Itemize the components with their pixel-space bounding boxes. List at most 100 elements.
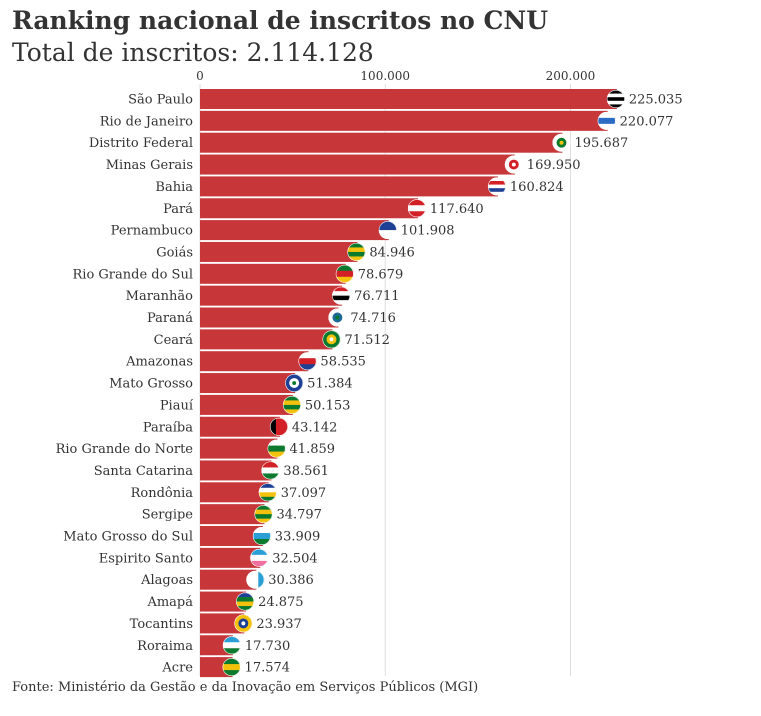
bar	[200, 482, 269, 503]
flag-icon	[285, 374, 304, 393]
page-title: Ranking nacional de inscritos no CNU	[12, 6, 549, 35]
flag-icon	[335, 264, 354, 283]
flag-icon	[487, 177, 506, 196]
value-label: 51.384	[307, 377, 353, 392]
bar	[200, 460, 272, 481]
bar	[200, 220, 389, 241]
value-label: 78.679	[358, 267, 404, 282]
flag-icon	[606, 90, 625, 108]
bar	[200, 89, 617, 109]
value-label: 58.535	[320, 355, 366, 370]
flag-icon	[222, 636, 241, 655]
flag-icon	[378, 221, 397, 240]
category-label: Mato Grosso do Sul	[63, 530, 193, 545]
category-label: Acre	[161, 661, 193, 676]
category-label: Amazonas	[125, 355, 193, 370]
bar	[200, 307, 339, 328]
bar	[200, 569, 257, 590]
value-label: 195.687	[574, 136, 628, 151]
flag-icon	[267, 439, 286, 458]
value-label: 169.950	[527, 158, 581, 173]
value-label: 30.386	[268, 573, 314, 588]
bar	[200, 198, 418, 219]
value-label: 84.946	[369, 245, 415, 260]
flag-icon	[236, 592, 255, 611]
value-label: 71.512	[344, 333, 390, 348]
value-label: 17.730	[245, 639, 291, 654]
bar-layer	[200, 89, 617, 678]
bar	[200, 132, 563, 153]
bar	[200, 176, 498, 197]
flag-icon	[258, 483, 277, 502]
bar	[200, 394, 293, 415]
x-tick-label: 100.000	[360, 69, 410, 83]
category-label: Rio Grande do Norte	[56, 442, 194, 457]
category-label: Ceará	[154, 333, 194, 348]
category-label: Pernambuco	[111, 224, 193, 239]
bar	[200, 504, 265, 525]
category-label: Goiás	[156, 245, 193, 260]
bar	[200, 416, 280, 437]
x-tick-label: 0	[196, 69, 204, 83]
category-label: Paraná	[147, 311, 193, 326]
flag-icon	[347, 242, 366, 261]
page-subtitle: Total de inscritos: 2.114.128	[12, 38, 374, 67]
flag-icon	[282, 395, 301, 414]
category-label: Distrito Federal	[89, 136, 193, 151]
category-label: Pará	[163, 202, 193, 217]
flag-icon	[597, 111, 616, 130]
category-label: Espirito Santo	[99, 551, 193, 566]
value-label: 43.142	[292, 420, 338, 435]
value-label: 38.561	[283, 464, 329, 479]
flag-icon	[261, 461, 280, 480]
value-label: 117.640	[430, 202, 484, 217]
bar	[200, 351, 309, 372]
value-label: 160.824	[510, 180, 564, 195]
value-label: 24.875	[258, 595, 304, 610]
category-label: Maranhão	[126, 289, 194, 304]
value-label: 101.908	[401, 224, 455, 239]
flag-icon	[234, 614, 253, 633]
category-label: Bahia	[155, 180, 193, 195]
bar	[200, 154, 515, 175]
x-tick-label: 200.000	[546, 69, 596, 83]
label-layer: 0 100.000 200.000 São Paulo 225.035 Rio de Ja…	[56, 69, 683, 677]
bar	[200, 285, 343, 306]
category-label: Rondônia	[131, 486, 194, 501]
category-label: Santa Catarina	[94, 464, 194, 479]
bar	[200, 241, 358, 262]
bar	[200, 591, 247, 612]
category-label: Paraíba	[143, 420, 193, 435]
value-label: 41.859	[290, 442, 336, 457]
category-label: Mato Grosso	[109, 377, 193, 392]
bar	[200, 373, 296, 394]
flag-icon	[328, 308, 347, 327]
flag-icon	[254, 505, 273, 524]
value-label: 34.797	[276, 508, 322, 523]
category-label: Amapá	[146, 595, 193, 610]
flag-icon	[552, 133, 571, 152]
category-label: Roraima	[137, 639, 193, 654]
flag-icon	[332, 286, 351, 305]
flag-icon	[322, 330, 341, 349]
value-label: 74.716	[350, 311, 396, 326]
flag-icon	[222, 658, 241, 677]
bar	[200, 438, 278, 459]
value-label: 37.097	[281, 486, 327, 501]
bar	[200, 110, 608, 131]
category-label: Sergipe	[142, 508, 194, 523]
category-label: Rio Grande do Sul	[73, 267, 194, 282]
flag-icon	[407, 199, 426, 218]
source-note: Fonte: Ministério da Gestão e da Inovaçã…	[12, 680, 479, 695]
bar	[200, 547, 261, 568]
bar	[200, 329, 333, 350]
flag-icon	[250, 548, 269, 567]
value-label: 50.153	[305, 398, 351, 413]
category-label: Piauí	[160, 398, 194, 413]
value-label: 220.077	[620, 114, 674, 129]
category-label: São Paulo	[128, 93, 193, 108]
value-label: 17.574	[245, 661, 291, 676]
category-label: Alagoas	[140, 573, 193, 588]
flag-icon	[298, 352, 317, 371]
